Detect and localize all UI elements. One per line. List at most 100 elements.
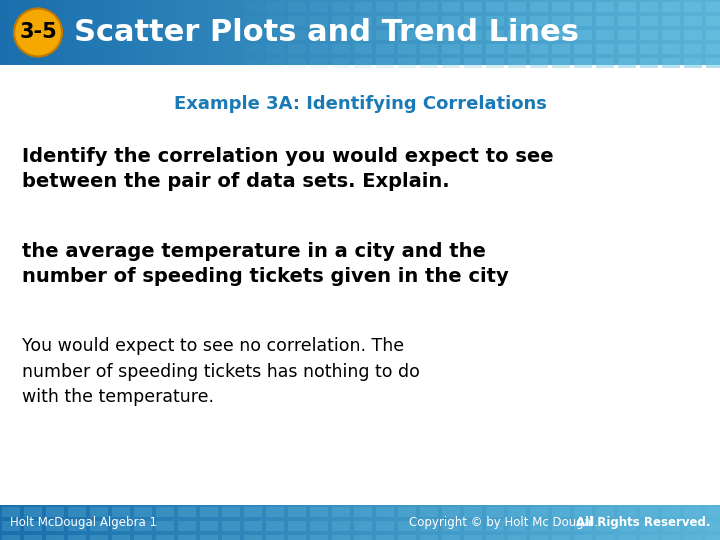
Bar [594,0,604,65]
Bar [134,521,152,531]
Bar [508,44,526,54]
Bar [420,44,438,54]
Bar [0,0,10,65]
Bar [112,535,130,540]
Bar [324,505,334,540]
Bar [315,0,325,65]
Bar [567,505,577,540]
Bar [596,58,614,68]
Bar [640,535,658,540]
Bar [486,30,504,40]
Bar [558,505,568,540]
Bar [552,16,570,26]
Bar [486,44,504,54]
Bar [639,505,649,540]
Bar [306,505,316,540]
Bar [354,521,372,531]
Bar [459,0,469,65]
Bar [639,0,649,65]
Bar [18,505,28,540]
Text: the average temperature in a city and the
number of speeding tickets given in th: the average temperature in a city and th… [22,242,509,286]
Bar [530,16,548,26]
Bar [72,0,82,65]
Bar [24,535,42,540]
Bar [354,58,372,68]
Bar [552,58,570,68]
Bar [464,2,482,12]
Bar [387,0,397,65]
Bar [420,58,438,68]
Bar [706,507,720,517]
Text: Copyright © by Holt Mc Dougal.: Copyright © by Holt Mc Dougal. [409,516,602,529]
Bar [662,2,680,12]
Bar [244,44,262,54]
Bar [585,505,595,540]
Bar [398,30,416,40]
Bar [464,44,482,54]
Bar [252,0,262,65]
Bar [376,2,394,12]
Bar [244,521,262,531]
Bar [576,505,586,540]
Bar [420,30,438,40]
Bar [351,0,361,65]
Bar [618,2,636,12]
Bar [266,521,284,531]
Bar [706,521,720,531]
Bar [244,535,262,540]
Bar [279,505,289,540]
Bar [243,505,253,540]
Bar [156,521,174,531]
Bar [530,507,548,517]
Bar [288,44,306,54]
Text: Example 3A: Identifying Correlations: Example 3A: Identifying Correlations [174,95,546,113]
Bar [414,505,424,540]
Bar [549,0,559,65]
Bar [477,505,487,540]
Bar [244,16,262,26]
Bar [574,58,592,68]
Bar [662,535,680,540]
Bar [234,0,244,65]
Bar [630,505,640,540]
Bar [279,0,289,65]
Bar [420,507,438,517]
Bar [324,0,334,65]
Bar [398,16,416,26]
Bar [530,44,548,54]
Bar [117,0,127,65]
Bar [2,521,20,531]
Bar [442,535,460,540]
Bar [464,507,482,517]
Bar [189,505,199,540]
Bar [574,44,592,54]
Bar [270,0,280,65]
Bar [46,507,64,517]
Bar [486,2,504,12]
Bar [222,521,240,531]
Bar [508,2,526,12]
Bar [486,535,504,540]
Bar [574,507,592,517]
Bar [310,16,328,26]
Bar [441,0,451,65]
Bar [108,0,118,65]
Bar [486,58,504,68]
Bar [567,0,577,65]
Bar [387,505,397,540]
Bar [99,0,109,65]
Bar [36,505,46,540]
Bar [162,505,172,540]
Bar [531,505,541,540]
Bar [45,0,55,65]
Bar [198,0,208,65]
Bar [310,2,328,12]
Bar [693,0,703,65]
Bar [369,0,379,65]
Bar [2,535,20,540]
Bar [222,535,240,540]
Bar [450,0,460,65]
Bar [552,2,570,12]
Bar [666,0,676,65]
Bar [508,535,526,540]
